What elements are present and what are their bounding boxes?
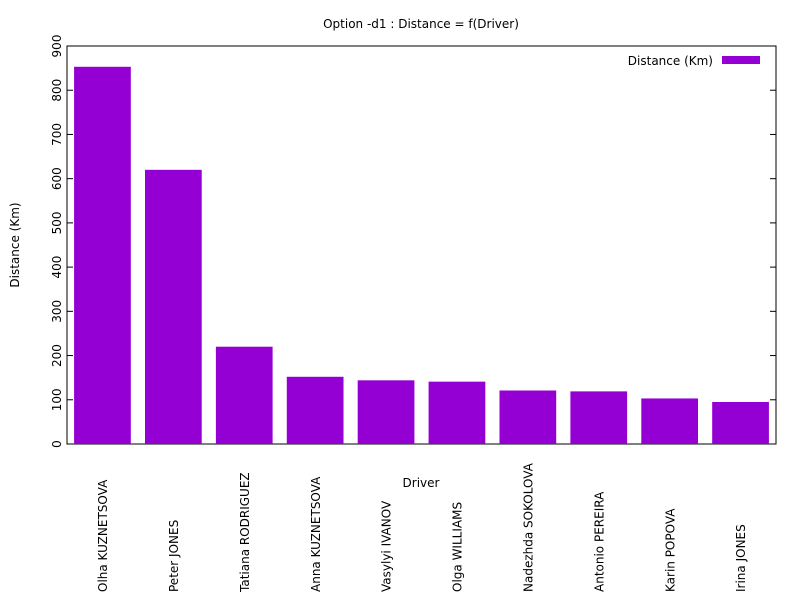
y-tick-label: 500 [50,211,64,234]
bar [499,390,557,444]
y-axis-ticks: 0 100 200 300 400 500 600 700 800 900 [50,35,776,448]
y-tick-label: 900 [50,35,64,58]
chart-title: Option -d1 : Distance = f(Driver) [323,17,519,31]
bar [428,381,486,444]
y-tick-label: 300 [50,300,64,323]
x-tick-label: Irina JONES [734,524,748,592]
x-tick-label: Peter JONES [167,520,181,592]
y-tick-label: 800 [50,79,64,102]
y-tick-label: 700 [50,123,64,146]
plot-frame [66,45,777,445]
bar [641,398,699,444]
x-tick-label: Tatiana RODRIGUEZ [238,472,252,593]
x-tick-label: Nadezhda SOKOLOVA [521,462,535,592]
y-tick-label: 200 [50,344,64,367]
legend-swatch [722,56,760,64]
legend: Distance (Km) [628,54,760,68]
x-tick-label: Karin POPOVA [663,508,677,592]
x-axis-label: Driver [403,476,440,490]
bar [357,380,415,444]
bar [712,401,769,444]
x-tick-label: Olga WILLIAMS [451,502,465,592]
bar [570,391,628,444]
bar [286,376,344,444]
x-tick-label: Anna KUZNETSOVA [309,476,323,592]
legend-label: Distance (Km) [628,54,713,68]
bar [74,66,131,444]
x-tick-label: Vasylyi IVANOV [380,500,394,592]
y-tick-label: 0 [50,440,64,448]
x-axis-tick-labels: Olha KUZNETSOVA Peter JONES Tatiana RODRIG… [96,462,748,593]
bar [144,169,202,445]
y-tick-label: 400 [50,256,64,279]
y-axis-label: Distance (Km) [8,202,22,287]
x-tick-label: Olha KUZNETSOVA [96,479,110,592]
x-tick-label: Antonio PEREIRA [592,491,606,592]
y-tick-label: 100 [50,388,64,411]
bars [74,66,769,445]
bar [215,346,273,444]
y-tick-label: 600 [50,167,64,190]
